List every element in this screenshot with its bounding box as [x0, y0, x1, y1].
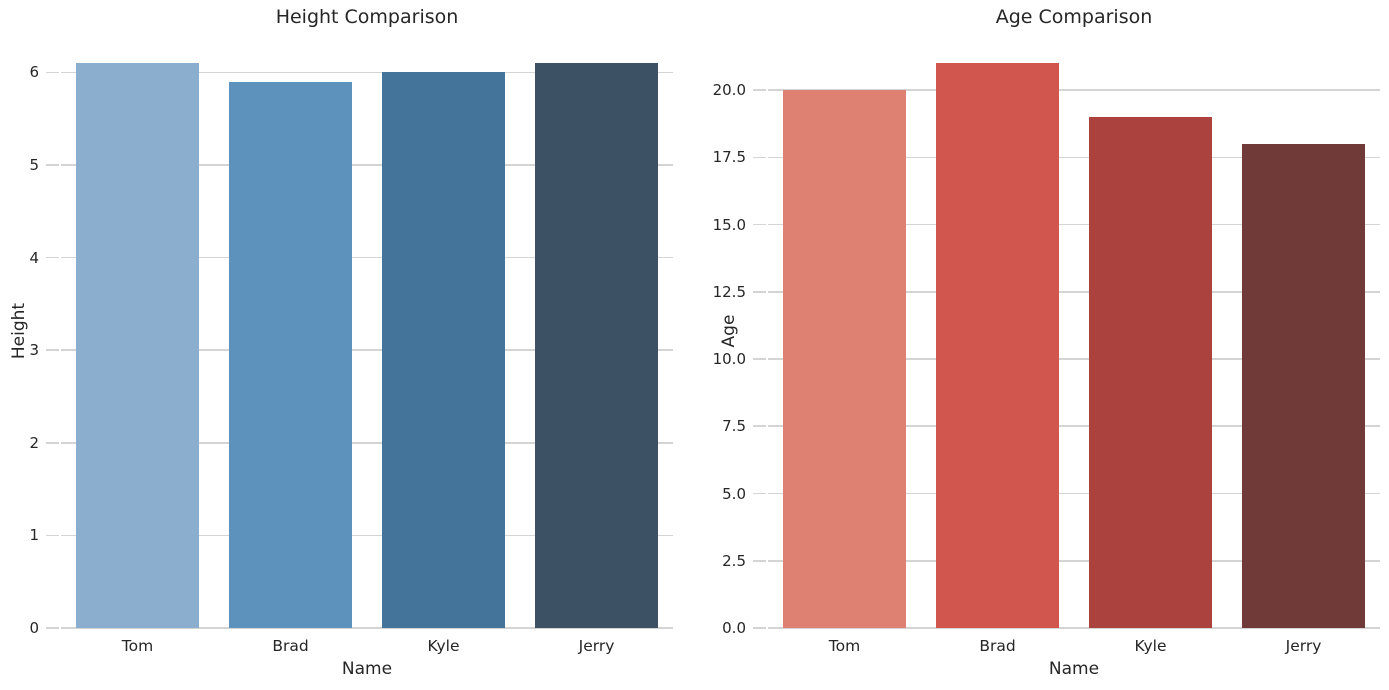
age-chart-y-axis-label: Age: [719, 314, 739, 348]
y-tick-label: 20.0: [712, 81, 746, 100]
x-tick-label: Jerry: [578, 637, 615, 655]
y-tick-mark: [46, 442, 59, 444]
y-tick-mark: [753, 89, 766, 91]
y-tick-mark: [753, 223, 766, 226]
gridline: [61, 164, 673, 166]
bar-tom: [76, 63, 199, 628]
y-tick-mark: [46, 534, 59, 537]
y-tick-mark: [46, 71, 59, 74]
y-tick-label: 1: [29, 526, 39, 545]
x-tick-label: Kyle: [427, 637, 460, 655]
x-tick-label: Kyle: [1134, 637, 1167, 655]
gridline: [768, 89, 1380, 91]
y-tick-label: 5: [29, 156, 39, 175]
gridline: [768, 425, 1380, 428]
x-tick-label: Tom: [121, 637, 154, 655]
gridline: [61, 256, 673, 259]
gridline: [61, 627, 673, 629]
x-tick-label: Brad: [979, 637, 1016, 655]
gridline: [768, 559, 1380, 562]
y-tick-label: 0: [29, 619, 39, 637]
gridline: [61, 442, 673, 444]
y-tick-mark: [753, 358, 766, 360]
x-tick-label: Jerry: [1285, 637, 1322, 655]
age-chart-x-axis-label: Name: [1048, 659, 1100, 679]
y-tick-label: 10.0: [712, 350, 746, 369]
gridline: [768, 291, 1380, 293]
gridline: [61, 71, 673, 74]
y-tick-mark: [753, 425, 766, 428]
gridline: [768, 492, 1380, 495]
height-chart-title: Height Comparison: [275, 6, 459, 28]
y-tick-label: 2: [29, 433, 39, 452]
y-tick-label: 5.0: [722, 484, 746, 503]
y-tick-label: 12.5: [712, 282, 746, 301]
y-tick-label: 17.5: [712, 148, 746, 167]
gridline: [61, 534, 673, 537]
age-chart-title: Age Comparison: [995, 6, 1153, 28]
y-tick-mark: [753, 291, 766, 293]
bar-jerry: [535, 63, 658, 628]
y-tick-mark: [46, 627, 59, 629]
y-tick-mark: [46, 349, 59, 352]
y-tick-mark: [753, 627, 766, 629]
bar-tom: [783, 90, 906, 628]
bar-kyle: [1089, 117, 1212, 628]
y-tick-mark: [753, 156, 766, 159]
y-tick-mark: [46, 256, 59, 259]
gridline: [768, 156, 1380, 159]
gridline: [768, 223, 1380, 226]
gridline: [61, 349, 673, 352]
bar-brad: [229, 81, 352, 628]
y-tick-mark: [753, 559, 766, 562]
y-tick-label: 3: [29, 341, 39, 360]
y-tick-label: 0.0: [722, 619, 746, 637]
gridline: [768, 358, 1380, 360]
y-tick-label: 2.5: [722, 551, 746, 570]
y-tick-mark: [753, 492, 766, 495]
y-tick-label: 7.5: [722, 417, 746, 436]
gridline: [768, 627, 1380, 629]
bar-kyle: [382, 72, 505, 628]
y-tick-label: 6: [29, 63, 39, 82]
height-chart-x-axis-label: Name: [341, 659, 393, 679]
x-tick-label: Brad: [272, 637, 309, 655]
bar-jerry: [1242, 143, 1365, 628]
y-tick-label: 15.0: [712, 215, 746, 234]
x-tick-label: Tom: [828, 637, 861, 655]
y-tick-label: 4: [29, 248, 39, 267]
bar-brad: [936, 63, 1059, 628]
y-tick-mark: [46, 164, 59, 166]
